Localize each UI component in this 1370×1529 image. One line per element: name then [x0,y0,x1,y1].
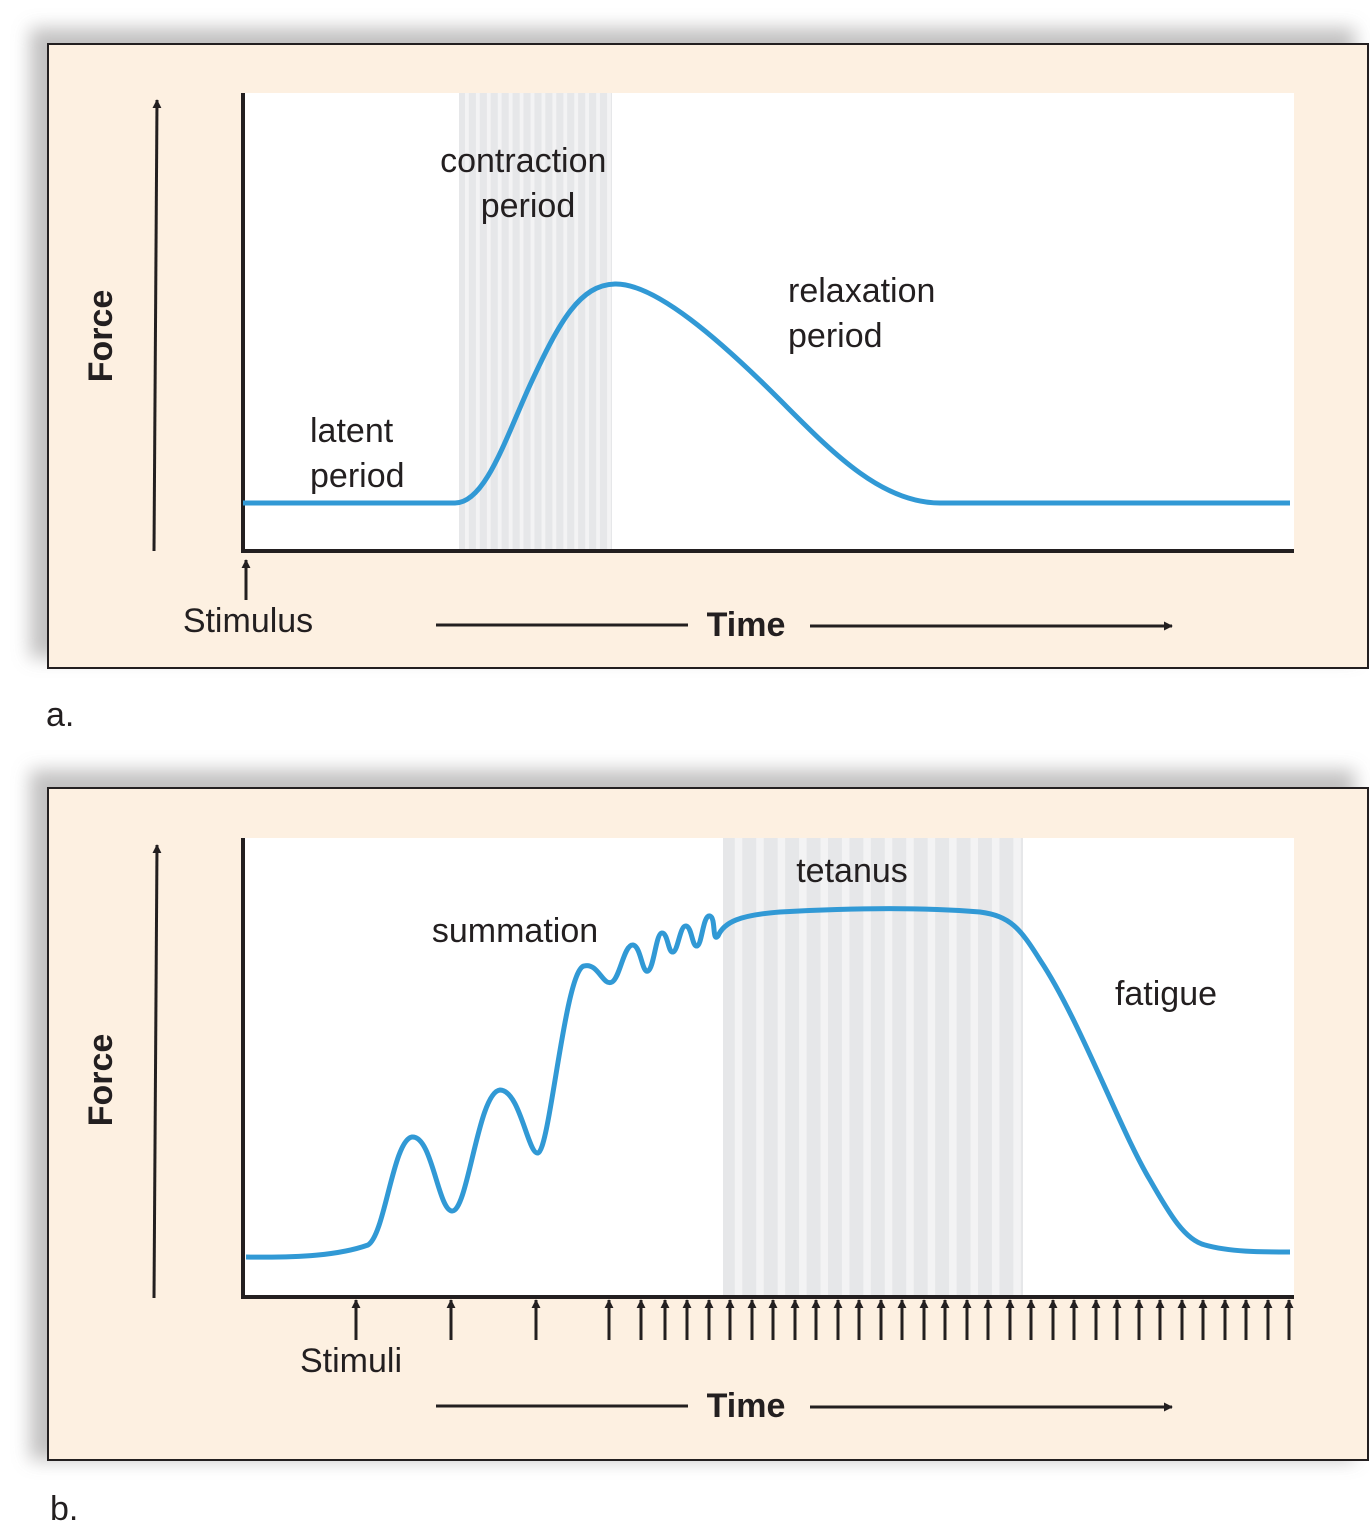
contraction-band-stripe [574,93,579,551]
fatigue-label: fatigue [1115,975,1217,1013]
tetanus-band-stripe [777,838,786,1297]
force-arrow-a [152,99,162,552]
tetanus-label: tetanus [796,852,908,890]
latent-period-label: latent period [310,412,405,495]
summation-label: summation [432,912,598,950]
stimuli-arrows [351,1299,1294,1340]
contraction-band-stripe [519,93,524,551]
tetanus-band-stripe [841,838,850,1297]
time-label-a: Time [707,606,786,644]
panel-b: Force Stimuli Time tetanus summation fat… [30,770,1369,1461]
contraction-band-stripe [475,93,480,551]
summation-tetanus-curve [245,906,1291,1260]
contraction-band-stripe [497,93,502,551]
force-label-a: Force [82,290,120,383]
force-label-b: Force [82,1034,120,1127]
tetanus-band-stripe [884,838,893,1297]
contraction-band-stripe [541,93,546,551]
panel-a: Force Stimulus Time contraction period r… [30,28,1369,669]
panel-b-letter: b. [50,1490,79,1528]
time-label-b: Time [707,1387,786,1425]
contraction-band-stripe [596,93,600,551]
contraction-band-stripe [465,93,469,551]
contraction-band-stripe [486,93,491,551]
tetanus-band-stripe [756,838,764,1297]
tetanus-band-stripe [906,838,914,1297]
stimulus-label: Stimulus [183,602,313,640]
tetanus-band-stripe [949,838,957,1297]
force-arrow-b [152,844,162,1299]
stimuli-label: Stimuli [300,1342,402,1380]
plot-a-axes [241,93,1294,553]
contraction-band-stripe [530,93,535,551]
tetanus-band-stripe [1013,838,1021,1297]
twitch-curve [243,281,1290,506]
contraction-band-stripe [508,93,513,551]
tetanus-band-stripe [799,838,807,1297]
tetanus-band-stripe [734,838,743,1297]
tetanus-band-stripe [927,838,936,1297]
tetanus-band-stripe [820,838,828,1297]
relaxation-period-label: relaxation period [788,272,945,355]
contraction-period-label: contraction period [440,142,616,225]
contraction-band-stripe [585,93,590,551]
plot-b-axes [241,838,1294,1299]
contraction-band-stripe [552,93,557,551]
tetanus-band-stripe [863,838,871,1297]
plot-a-area [243,93,1294,551]
panel-a-letter: a. [46,696,75,734]
contraction-band-stripe [607,93,611,551]
tetanus-band-stripe [970,838,978,1297]
tetanus-band-stripe [991,838,1000,1297]
